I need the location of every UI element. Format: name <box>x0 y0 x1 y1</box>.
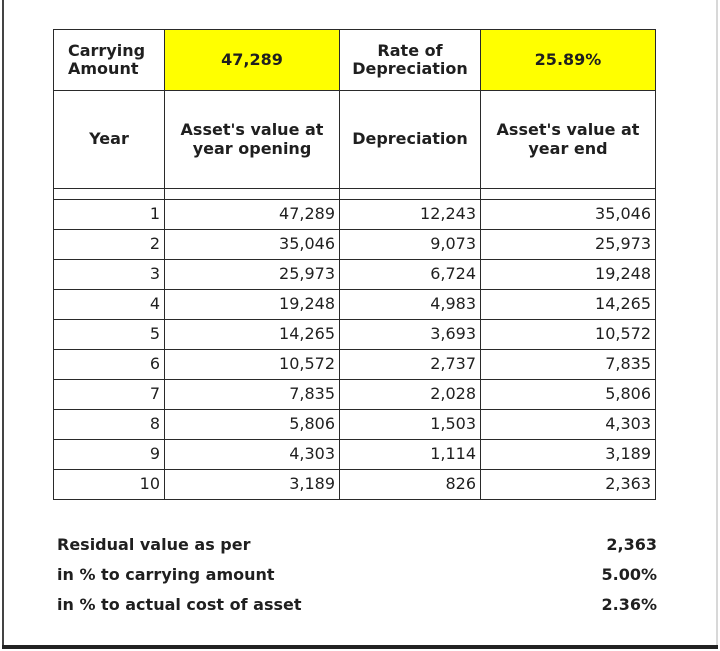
col-header-depreciation: Depreciation <box>339 90 481 189</box>
depreciation-cell[interactable]: 4,983 <box>339 289 481 320</box>
opening-value-cell[interactable]: 14,265 <box>164 319 340 350</box>
opening-value-cell[interactable]: 5,806 <box>164 409 340 440</box>
end-value-cell[interactable]: 19,248 <box>480 259 656 290</box>
rate-of-depreciation-label: Rate of Depreciation <box>339 29 481 91</box>
parameters-row: Carrying Amount 47,289 Rate of Depreciat… <box>53 29 656 91</box>
col-header-end-value: Asset's value at year end <box>480 90 656 189</box>
depreciation-cell[interactable]: 2,028 <box>339 379 481 410</box>
table-row: 7 7,835 2,028 5,806 <box>53 379 656 410</box>
depreciation-cell[interactable]: 1,114 <box>339 439 481 470</box>
frame-right-border <box>716 0 718 648</box>
column-header-row: Year Asset's value at year opening Depre… <box>53 90 656 189</box>
year-cell[interactable]: 3 <box>53 259 165 290</box>
opening-value-cell[interactable]: 35,046 <box>164 229 340 260</box>
end-value-cell[interactable]: 2,363 <box>480 469 656 500</box>
depreciation-cell[interactable]: 9,073 <box>339 229 481 260</box>
frame-left-border <box>2 0 4 648</box>
summary-label: Residual value as per <box>57 535 251 554</box>
depreciation-cell[interactable]: 3,693 <box>339 319 481 350</box>
rate-of-depreciation-value[interactable]: 25.89% <box>480 29 656 91</box>
table-row: 2 35,046 9,073 25,973 <box>53 229 656 260</box>
table-row: 1 47,289 12,243 35,046 <box>53 199 656 230</box>
end-value-cell[interactable]: 25,973 <box>480 229 656 260</box>
spacer-row <box>53 188 656 200</box>
table-row: 10 3,189 826 2,363 <box>53 469 656 500</box>
table-row: 5 14,265 3,693 10,572 <box>53 319 656 350</box>
end-value-cell[interactable]: 35,046 <box>480 199 656 230</box>
summary-value[interactable]: 5.00% <box>601 565 657 584</box>
opening-value-cell[interactable]: 19,248 <box>164 289 340 320</box>
opening-value-cell[interactable]: 47,289 <box>164 199 340 230</box>
year-cell[interactable]: 4 <box>53 289 165 320</box>
opening-value-cell[interactable]: 25,973 <box>164 259 340 290</box>
depreciation-cell[interactable]: 6,724 <box>339 259 481 290</box>
opening-value-cell[interactable]: 4,303 <box>164 439 340 470</box>
year-cell[interactable]: 1 <box>53 199 165 230</box>
summary-value[interactable]: 2,363 <box>606 535 657 554</box>
summary-row: in % to carrying amount 5.00% <box>57 560 657 590</box>
end-value-cell[interactable]: 14,265 <box>480 289 656 320</box>
opening-value-cell[interactable]: 3,189 <box>164 469 340 500</box>
end-value-cell[interactable]: 7,835 <box>480 349 656 380</box>
col-header-year: Year <box>53 90 165 189</box>
residual-summary: Residual value as per 2,363 in % to carr… <box>57 530 657 620</box>
depreciation-cell[interactable]: 2,737 <box>339 349 481 380</box>
carrying-amount-value[interactable]: 47,289 <box>164 29 340 91</box>
year-cell[interactable]: 5 <box>53 319 165 350</box>
table-row: 8 5,806 1,503 4,303 <box>53 409 656 440</box>
year-cell[interactable]: 2 <box>53 229 165 260</box>
year-cell[interactable]: 6 <box>53 349 165 380</box>
depreciation-cell[interactable]: 826 <box>339 469 481 500</box>
summary-row: Residual value as per 2,363 <box>57 530 657 560</box>
depreciation-cell[interactable]: 1,503 <box>339 409 481 440</box>
year-cell[interactable]: 10 <box>53 469 165 500</box>
summary-label: in % to carrying amount <box>57 565 275 584</box>
end-value-cell[interactable]: 3,189 <box>480 439 656 470</box>
carrying-amount-label: Carrying Amount <box>53 29 165 91</box>
opening-value-cell[interactable]: 7,835 <box>164 379 340 410</box>
table-row: 3 25,973 6,724 19,248 <box>53 259 656 290</box>
table-row: 6 10,572 2,737 7,835 <box>53 349 656 380</box>
summary-label: in % to actual cost of asset <box>57 595 302 614</box>
end-value-cell[interactable]: 10,572 <box>480 319 656 350</box>
depreciation-cell[interactable]: 12,243 <box>339 199 481 230</box>
table-row: 9 4,303 1,114 3,189 <box>53 439 656 470</box>
end-value-cell[interactable]: 5,806 <box>480 379 656 410</box>
summary-row: in % to actual cost of asset 2.36% <box>57 590 657 620</box>
year-cell[interactable]: 8 <box>53 409 165 440</box>
year-cell[interactable]: 7 <box>53 379 165 410</box>
depreciation-table: Carrying Amount 47,289 Rate of Depreciat… <box>53 29 656 500</box>
table-row: 4 19,248 4,983 14,265 <box>53 289 656 320</box>
frame-bottom-border <box>2 645 718 649</box>
summary-value[interactable]: 2.36% <box>601 595 657 614</box>
year-cell[interactable]: 9 <box>53 439 165 470</box>
opening-value-cell[interactable]: 10,572 <box>164 349 340 380</box>
end-value-cell[interactable]: 4,303 <box>480 409 656 440</box>
col-header-opening-value: Asset's value at year opening <box>164 90 340 189</box>
